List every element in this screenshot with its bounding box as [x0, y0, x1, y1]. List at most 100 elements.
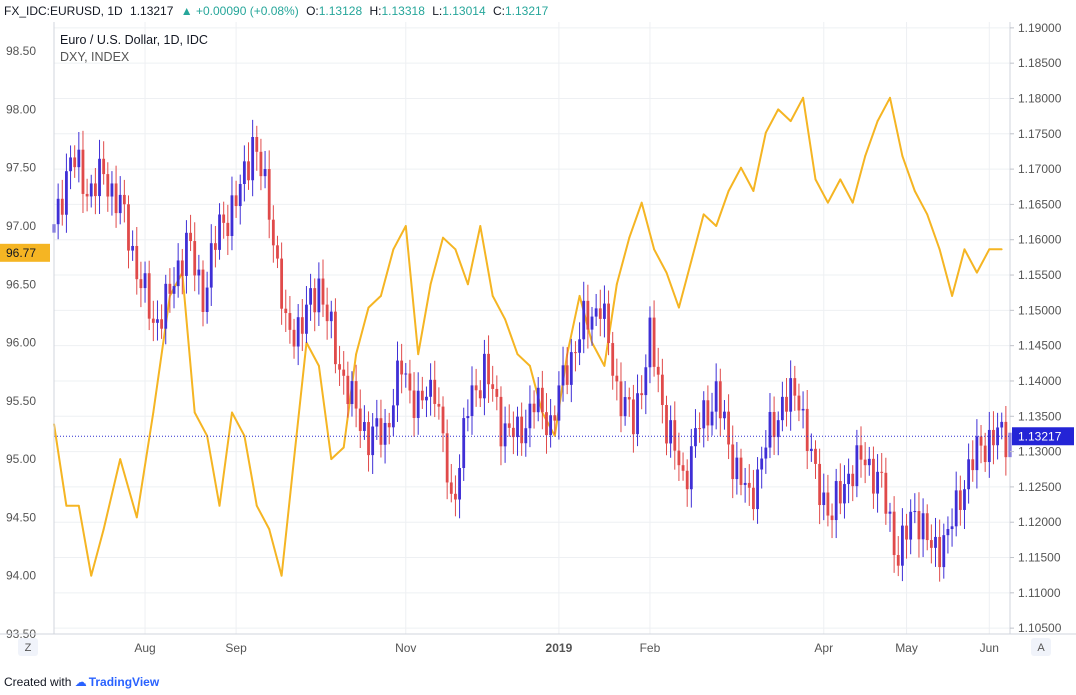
dxy-point [392, 248, 395, 251]
candle-body [859, 445, 863, 460]
candle-body [747, 482, 751, 488]
candle-body [396, 360, 399, 406]
candle-body [913, 511, 917, 513]
legend-overlay-series[interactable]: DXY, INDEX [60, 50, 130, 64]
candle-body [793, 378, 797, 396]
candle-body [511, 427, 515, 438]
right-tick-label: 1.12500 [1018, 480, 1062, 494]
candle-body [880, 471, 884, 473]
dxy-point [864, 155, 867, 157]
candle-body [826, 492, 830, 516]
candle-body [387, 422, 391, 428]
dxy-point [628, 236, 631, 239]
candle-body [491, 384, 495, 389]
dxy-point [975, 271, 978, 274]
candle-body [557, 385, 561, 421]
candle-body [681, 465, 685, 471]
candle-body [764, 447, 768, 459]
dxy-point [65, 504, 68, 507]
candle-body [516, 416, 519, 438]
candle-body [1004, 421, 1008, 458]
dxy-point [814, 178, 817, 181]
candle-body [288, 313, 292, 330]
candle-body [259, 151, 263, 177]
candle-body [561, 365, 565, 386]
dxy-point [504, 318, 506, 321]
x-tick-label: 2019 [546, 641, 573, 655]
candle-body [242, 161, 246, 184]
right-tick-label: 1.19000 [1018, 21, 1062, 35]
candle-body [615, 375, 619, 382]
left-tick-label: 94.00 [6, 569, 36, 583]
candle-body [603, 303, 606, 319]
candle-body [950, 526, 954, 530]
candle-body [855, 445, 859, 487]
scale-a-button-label: A [1037, 642, 1045, 654]
dxy-point [764, 131, 767, 134]
candle-body [483, 353, 486, 399]
candle-body [818, 463, 822, 506]
candle-body [822, 492, 826, 506]
candle-body [987, 429, 991, 463]
candle-body [164, 283, 168, 329]
price-change: ▲ +0.00090 (+0.08%) [180, 4, 299, 18]
candle-body [553, 415, 557, 421]
symbol-name[interactable]: FX_IDC:EURUSD, 1D [4, 4, 123, 18]
candle-body [946, 529, 950, 536]
candle-body [636, 393, 639, 435]
candle-body [276, 245, 279, 259]
dxy-point [317, 364, 320, 367]
candle-body [143, 273, 147, 289]
eurusd-price-badge-label: 1.13217 [1018, 429, 1062, 443]
dxy-point [367, 306, 370, 309]
legend-main-series[interactable]: Euro / U.S. Dollar, 1D, IDC [60, 33, 208, 47]
candle-body [772, 411, 776, 438]
candle-body [888, 511, 892, 514]
dxy-point [926, 213, 929, 216]
candle-body [797, 395, 801, 411]
candle-body [623, 397, 627, 417]
candle-body [756, 469, 759, 510]
candle-body [582, 300, 586, 340]
candle-body [499, 396, 503, 447]
candle-body [884, 472, 888, 514]
candle-body [710, 411, 714, 426]
candle-body [420, 390, 424, 401]
right-tick-label: 1.15000 [1018, 303, 1062, 317]
high-value: 1.13318 [381, 4, 425, 18]
candle-body [896, 555, 900, 566]
right-tick-label: 1.14500 [1018, 339, 1062, 353]
candle-body [474, 385, 478, 391]
dxy-point [280, 574, 283, 577]
candle-body [780, 396, 784, 421]
tradingview-brand[interactable]: TradingView [88, 675, 160, 689]
candle-body [358, 408, 362, 431]
x-tick-label: Jun [980, 641, 999, 655]
dxy-point [678, 306, 680, 309]
candle-body [565, 365, 569, 385]
candle-body [644, 367, 648, 396]
right-tick-label: 1.14000 [1018, 374, 1062, 388]
candle-body [743, 482, 747, 485]
scale-z-button[interactable] [18, 638, 38, 656]
candle-body [346, 375, 350, 405]
candle-body [391, 405, 395, 428]
created-with-text: Created with [4, 675, 72, 689]
candle-body [660, 374, 664, 405]
candle-body [309, 288, 312, 305]
scale-a-button[interactable] [1031, 638, 1051, 656]
candle-body [189, 232, 192, 242]
candle-body [441, 406, 445, 434]
candle-body [247, 161, 250, 181]
candle-body [379, 418, 383, 445]
candle-body [611, 343, 615, 376]
candle-body [416, 390, 420, 418]
candle-body [872, 458, 875, 494]
candle-body [532, 403, 536, 413]
candle-body [251, 136, 255, 181]
candle-body [98, 158, 101, 197]
candle-body [106, 174, 110, 197]
candle-body [156, 319, 159, 323]
candle-body [590, 316, 594, 330]
